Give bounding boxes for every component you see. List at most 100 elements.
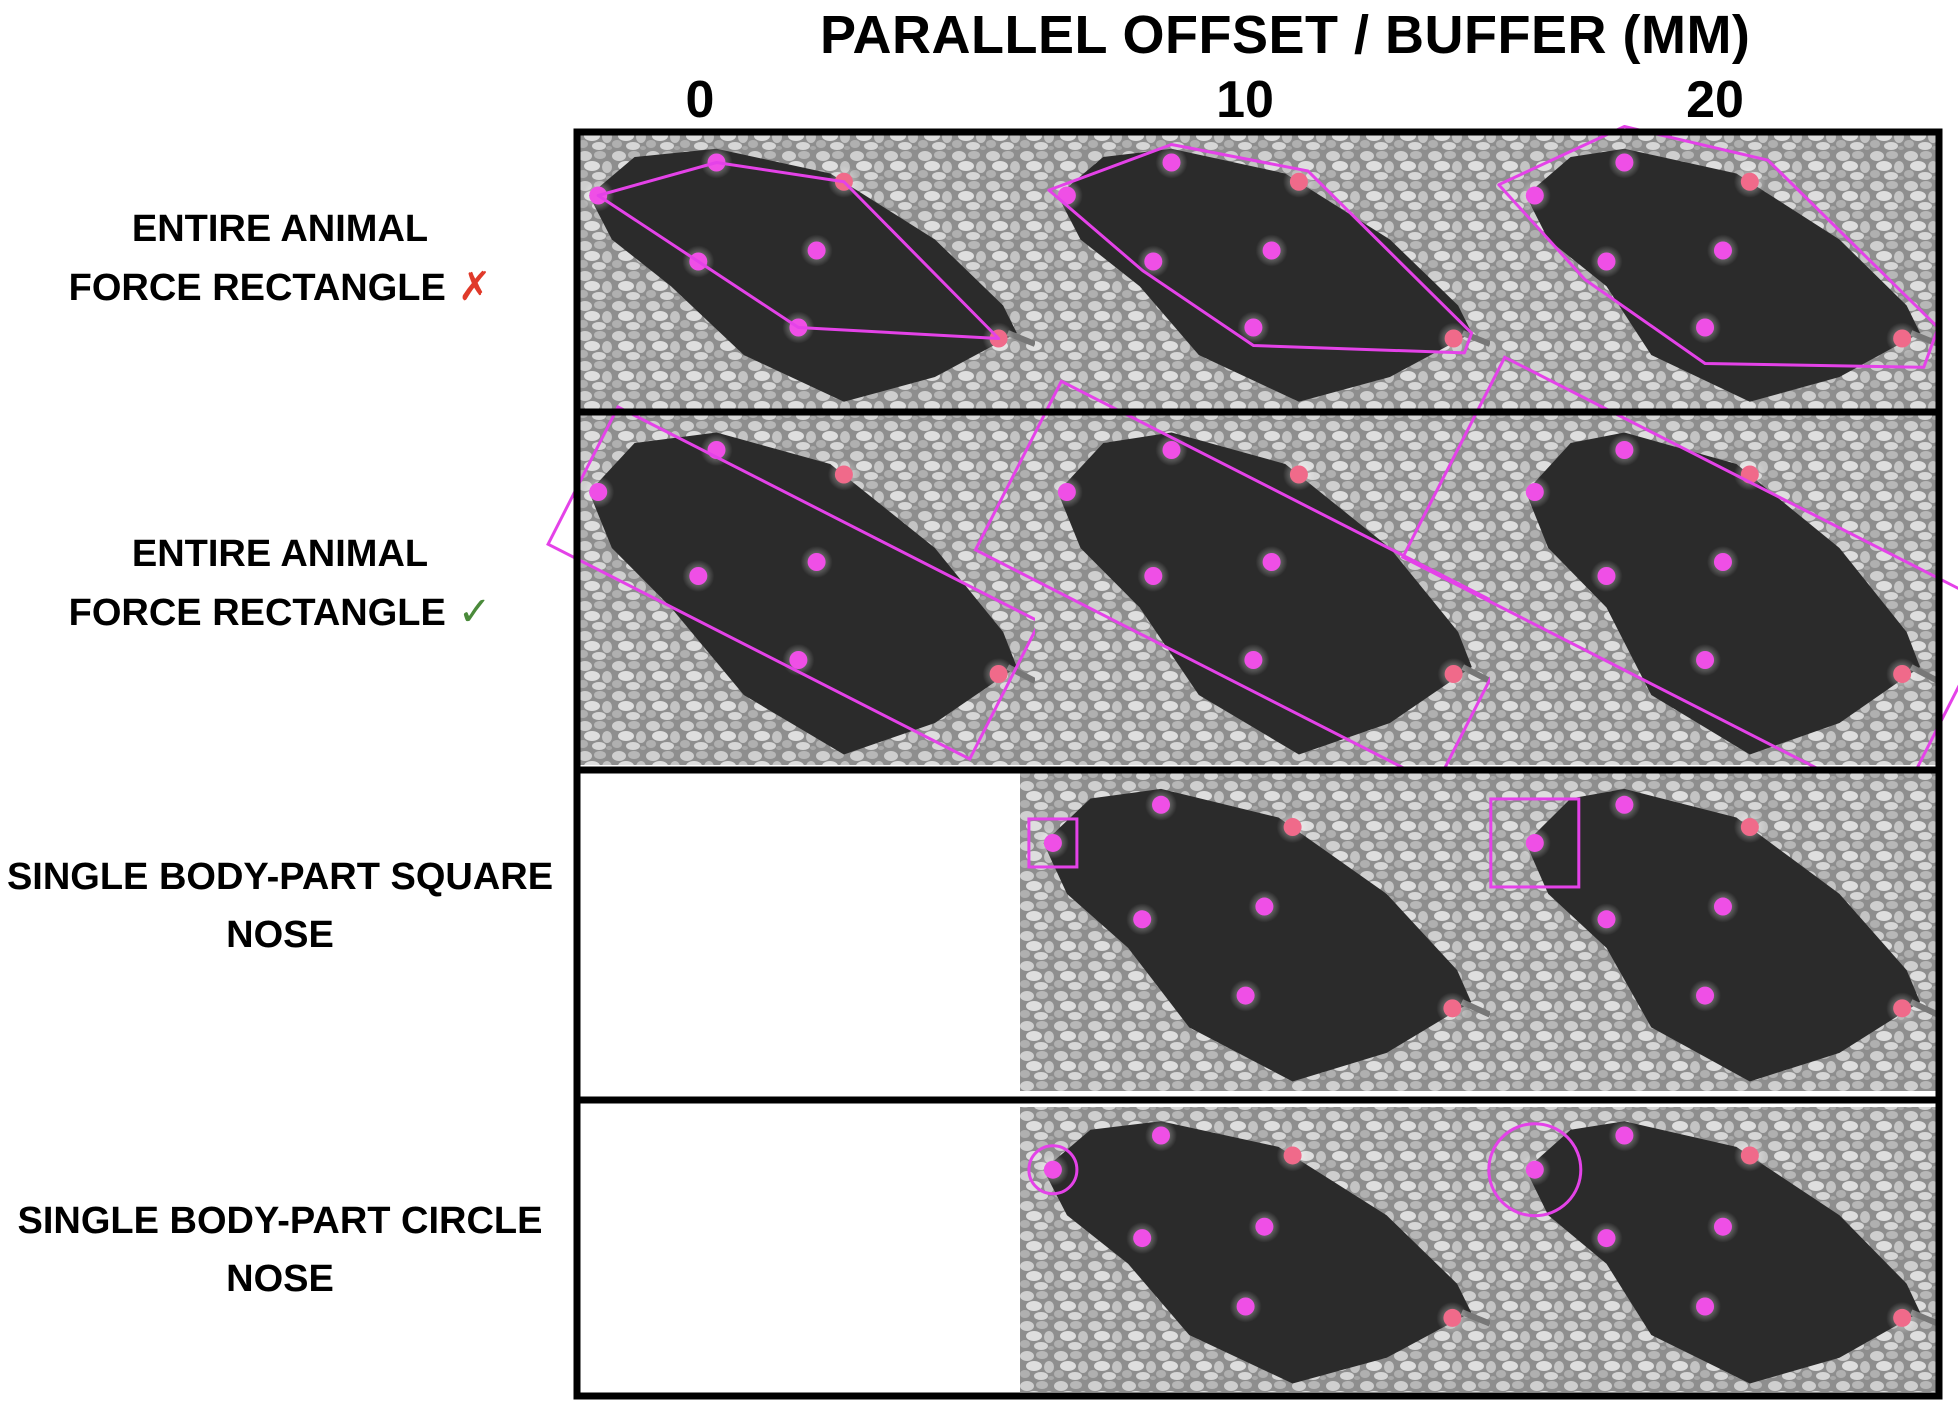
- panel-r2-c2: [973, 379, 1525, 787]
- keypoint-lateral-right: [1696, 318, 1715, 337]
- check-icon: ✓: [457, 590, 492, 634]
- keypoint-lateral-left: [1283, 818, 1302, 837]
- figure-title: PARALLEL OFFSET / BUFFER (MM): [820, 5, 1751, 65]
- row-label-line1: SINGLE BODY-PART CIRCLE: [17, 1200, 543, 1242]
- keypoint-tail-base: [1893, 999, 1912, 1018]
- keypoint-lateral-left: [1289, 465, 1308, 484]
- keypoint-right-ear: [1133, 1229, 1152, 1248]
- keypoint-lateral-left: [1289, 172, 1308, 191]
- panel-r1-c3: [1490, 125, 1940, 410]
- keypoint-right-ear: [1597, 567, 1616, 585]
- mouse-body: [1057, 432, 1472, 755]
- keypoint-lateral-left: [1740, 172, 1759, 191]
- keypoint-right-ear: [1597, 910, 1616, 929]
- keypoint-left-ear: [1162, 153, 1181, 172]
- keypoint-lateral-right: [1696, 986, 1715, 1005]
- keypoint-lateral-right: [1696, 1297, 1715, 1316]
- keypoint-tail-base: [1444, 329, 1463, 348]
- keypoint-right-ear: [1597, 252, 1616, 271]
- keypoint-tail-base: [1443, 999, 1462, 1018]
- roi-rectangle: [546, 404, 1042, 762]
- column-label-10: 10: [1216, 71, 1274, 129]
- keypoint-lateral-left: [1740, 1146, 1759, 1165]
- keypoint-nose: [1525, 186, 1544, 205]
- row-label-line2: FORCE RECTANGLE: [68, 267, 446, 309]
- mouse-body: [1525, 788, 1921, 1082]
- keypoint-center: [1713, 553, 1732, 571]
- mouse-body: [1043, 1121, 1472, 1384]
- panel-r3-c2: [1020, 773, 1492, 1091]
- keypoint-left-ear: [1615, 1126, 1634, 1145]
- keypoint-center: [1262, 241, 1281, 260]
- panel-r3-c3: [1489, 773, 1940, 1091]
- mouse-body: [1525, 148, 1921, 402]
- row-label-entire-animal-rect: ENTIRE ANIMAL FORCE RECTANGLE ✓: [0, 525, 560, 642]
- mouse-body: [1043, 788, 1472, 1082]
- roi-polygon: [1047, 143, 1474, 355]
- keypoint-nose: [1525, 833, 1544, 852]
- column-label-20: 20: [1686, 71, 1744, 129]
- keypoint-center: [1713, 897, 1732, 916]
- panel-r1-c2: [1035, 135, 1492, 410]
- keypoint-lateral-right: [1244, 318, 1263, 337]
- keypoint-left-ear: [1162, 441, 1181, 459]
- panel-r2-c3: [1400, 355, 1958, 811]
- mouse-body: [1525, 1121, 1921, 1384]
- keypoint-tail-base: [1893, 329, 1912, 348]
- keypoint-lateral-left: [1740, 818, 1759, 837]
- row-label-line1: ENTIRE ANIMAL: [131, 208, 429, 250]
- row-label-line2: NOSE: [226, 914, 334, 956]
- keypoint-nose: [1043, 833, 1062, 852]
- panel-r1-c1: [580, 135, 1037, 410]
- keypoint-tail-base: [1893, 665, 1912, 683]
- mouse-body: [1057, 148, 1472, 402]
- keypoint-right-ear: [689, 567, 708, 585]
- panel-r4-c2: [1020, 1107, 1492, 1392]
- keypoint-left-ear: [1152, 1126, 1170, 1145]
- grid-lines: [573, 128, 1943, 1400]
- keypoint-right-ear: [1597, 1229, 1616, 1248]
- keypoint-tail-base: [1443, 1308, 1462, 1327]
- keypoint-right-ear: [1144, 252, 1163, 271]
- keypoint-center: [1255, 1217, 1274, 1236]
- row-label-line2: NOSE: [226, 1258, 334, 1300]
- keypoint-lateral-right: [1236, 986, 1255, 1005]
- keypoint-lateral-right: [1244, 651, 1263, 669]
- keypoint-lateral-right: [789, 651, 808, 669]
- keypoint-nose: [589, 483, 608, 501]
- roi-circle: [1487, 1122, 1583, 1218]
- mouse-body: [589, 432, 1017, 755]
- keypoint-nose: [1525, 1160, 1544, 1179]
- keypoint-center: [807, 553, 826, 571]
- keypoint-left-ear: [1615, 153, 1634, 172]
- row-label-line1: SINGLE BODY-PART SQUARE: [6, 856, 554, 898]
- keypoint-left-ear: [1152, 795, 1170, 814]
- keypoint-nose: [1525, 483, 1544, 501]
- keypoint-right-ear: [1133, 910, 1152, 929]
- roi-circle: [1027, 1144, 1079, 1196]
- keypoint-lateral-right: [1696, 651, 1715, 669]
- panel-r4-c3: [1487, 1107, 1940, 1392]
- keypoint-center: [807, 241, 826, 260]
- mouse-body: [1525, 432, 1921, 755]
- keypoint-lateral-left: [834, 465, 853, 484]
- roi-square: [1489, 797, 1581, 889]
- keypoint-left-ear: [1615, 441, 1634, 459]
- keypoint-tail-base: [1893, 1308, 1912, 1327]
- cross-icon: ✗: [457, 265, 492, 309]
- roi-polygon: [596, 161, 1001, 340]
- keypoint-tail-base: [1444, 665, 1463, 683]
- mouse-body: [589, 148, 1017, 402]
- row-label-bodypart-square: SINGLE BODY-PART SQUARE NOSE: [0, 848, 560, 964]
- row-label-line2: FORCE RECTANGLE: [68, 592, 446, 634]
- keypoint-nose: [1057, 483, 1076, 501]
- keypoint-lateral-left: [1283, 1146, 1302, 1165]
- panel-r2-c1: [546, 404, 1042, 765]
- row-label-line1: ENTIRE ANIMAL: [131, 533, 429, 575]
- column-label-0: 0: [685, 71, 715, 129]
- keypoint-center: [1255, 897, 1274, 916]
- keypoint-center: [1713, 1217, 1732, 1236]
- outer-border: [573, 128, 1943, 1400]
- panels-layer: [546, 125, 1958, 1392]
